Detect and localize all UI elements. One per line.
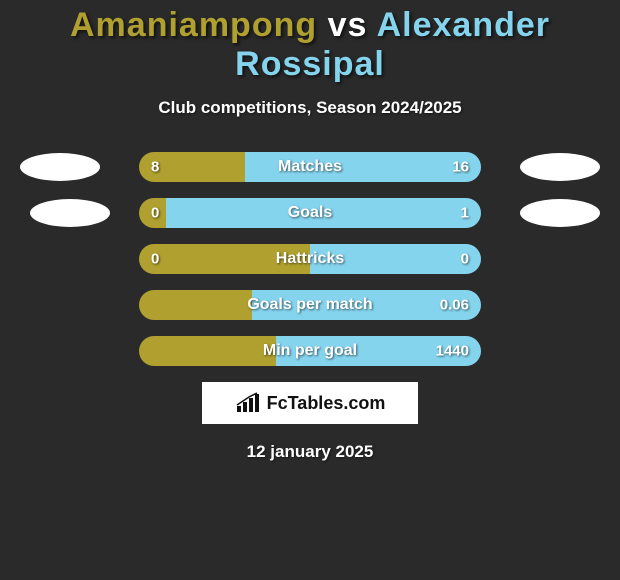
bar-segment-left (139, 152, 245, 182)
team-badge-right (520, 153, 600, 181)
bar-segment-right (276, 336, 481, 366)
stat-bar: Goals01 (139, 198, 481, 228)
footer-logo-text: FcTables.com (267, 393, 386, 414)
stat-bar: Matches816 (139, 152, 481, 182)
stat-bar: Goals per match0.06 (139, 290, 481, 320)
team-badge-right (520, 199, 600, 227)
bar-segment-right (310, 244, 481, 274)
team-badge-left (30, 199, 110, 227)
bar-segment-left (139, 244, 310, 274)
bar-segment-right (166, 198, 481, 228)
title-vs: vs (328, 6, 368, 44)
bar-segment-right (245, 152, 481, 182)
stat-row: Hattricks00 (0, 244, 620, 274)
team-badge-left (20, 153, 100, 181)
page-title: Amaniampong vs Alexander Rossipal (0, 0, 620, 84)
bar-segment-left (139, 290, 252, 320)
title-player1: Amaniampong (70, 6, 317, 44)
bar-segment-left (139, 198, 166, 228)
bars-icon (235, 392, 261, 414)
date-text: 12 january 2025 (0, 442, 620, 462)
stat-bars: Matches816 Goals01 Hattricks00 Goals per ma… (0, 152, 620, 366)
bar-segment-left (139, 336, 276, 366)
stat-bar: Min per goal1440 (139, 336, 481, 366)
stat-row: Matches816 (0, 152, 620, 182)
stat-row: Goals01 (0, 198, 620, 228)
stat-row: Goals per match0.06 (0, 290, 620, 320)
stat-row: Min per goal1440 (0, 336, 620, 366)
footer-logo-box: FcTables.com (202, 382, 418, 424)
subtitle: Club competitions, Season 2024/2025 (0, 98, 620, 118)
comparison-infographic: Amaniampong vs Alexander Rossipal Club c… (0, 0, 620, 580)
bar-segment-right (252, 290, 481, 320)
stat-bar: Hattricks00 (139, 244, 481, 274)
